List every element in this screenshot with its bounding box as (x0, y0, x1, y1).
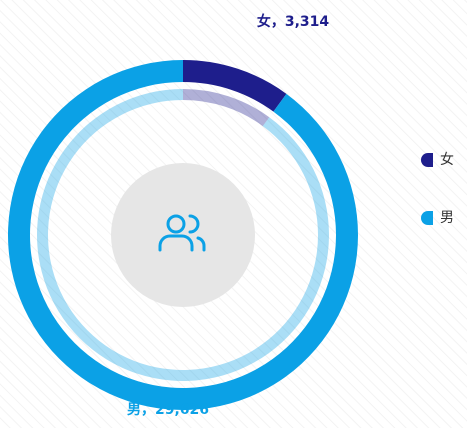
legend-swatch (421, 211, 433, 225)
legend-label: 男 (440, 210, 454, 226)
legend-swatch (421, 153, 433, 167)
users-icon (158, 214, 206, 252)
data-label: 女，3,314 (257, 13, 330, 30)
slice-inner (183, 89, 270, 127)
slice (183, 60, 287, 112)
data-label: 男，29,626 (127, 402, 209, 418)
legend-label: 女 (440, 151, 454, 168)
